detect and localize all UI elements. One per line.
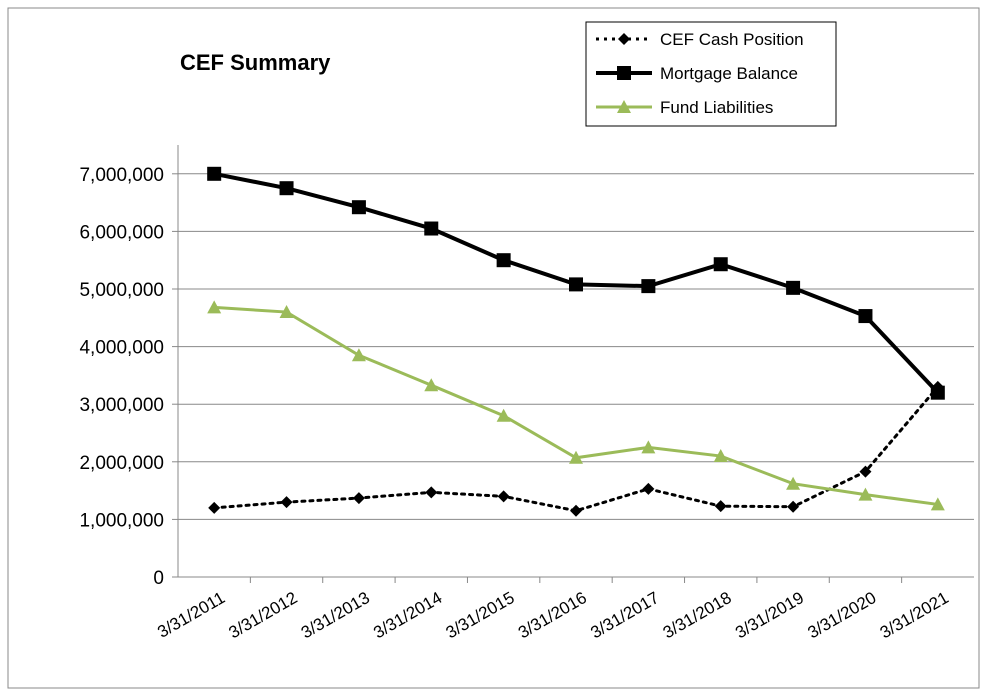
marker: [786, 476, 801, 490]
y-tick-label: 2,000,000: [79, 453, 164, 474]
legend-label: Mortgage Balance: [660, 64, 798, 83]
marker: [207, 166, 222, 181]
marker: [351, 200, 366, 215]
marker: [858, 487, 873, 501]
chart-title: CEF Summary: [180, 50, 331, 75]
marker: [496, 253, 511, 268]
marker: [280, 496, 293, 509]
marker: [930, 497, 945, 511]
y-tick-label: 1,000,000: [79, 510, 164, 531]
marker: [569, 450, 583, 464]
marker: [279, 181, 294, 196]
marker: [714, 500, 727, 513]
marker: [496, 408, 511, 422]
marker: [351, 348, 366, 362]
marker: [425, 486, 438, 499]
marker: [641, 279, 656, 294]
marker: [497, 490, 510, 503]
marker: [787, 500, 800, 513]
marker: [617, 100, 631, 113]
marker: [930, 385, 945, 400]
marker: [570, 504, 582, 517]
y-tick-label: 4,000,000: [79, 338, 164, 359]
marker: [859, 465, 872, 478]
y-tick-label: 6,000,000: [79, 222, 164, 243]
marker: [713, 449, 728, 463]
y-tick-label: 5,000,000: [79, 280, 164, 301]
y-tick-label: 3,000,000: [79, 395, 164, 416]
legend-label: CEF Cash Position: [660, 30, 804, 49]
y-tick-label: 7,000,000: [79, 165, 164, 186]
marker: [352, 492, 365, 505]
marker: [207, 300, 222, 314]
marker: [424, 221, 439, 236]
marker: [642, 482, 655, 495]
marker: [858, 309, 873, 324]
marker: [279, 305, 294, 319]
marker: [208, 501, 221, 514]
marker: [618, 33, 630, 45]
y-tick-label: 0: [153, 568, 164, 589]
marker: [786, 280, 801, 295]
marker: [617, 66, 631, 80]
marker: [569, 277, 583, 292]
marker: [641, 440, 656, 454]
legend-label: Fund Liabilities: [660, 98, 773, 117]
marker: [713, 257, 728, 272]
marker: [424, 378, 439, 392]
